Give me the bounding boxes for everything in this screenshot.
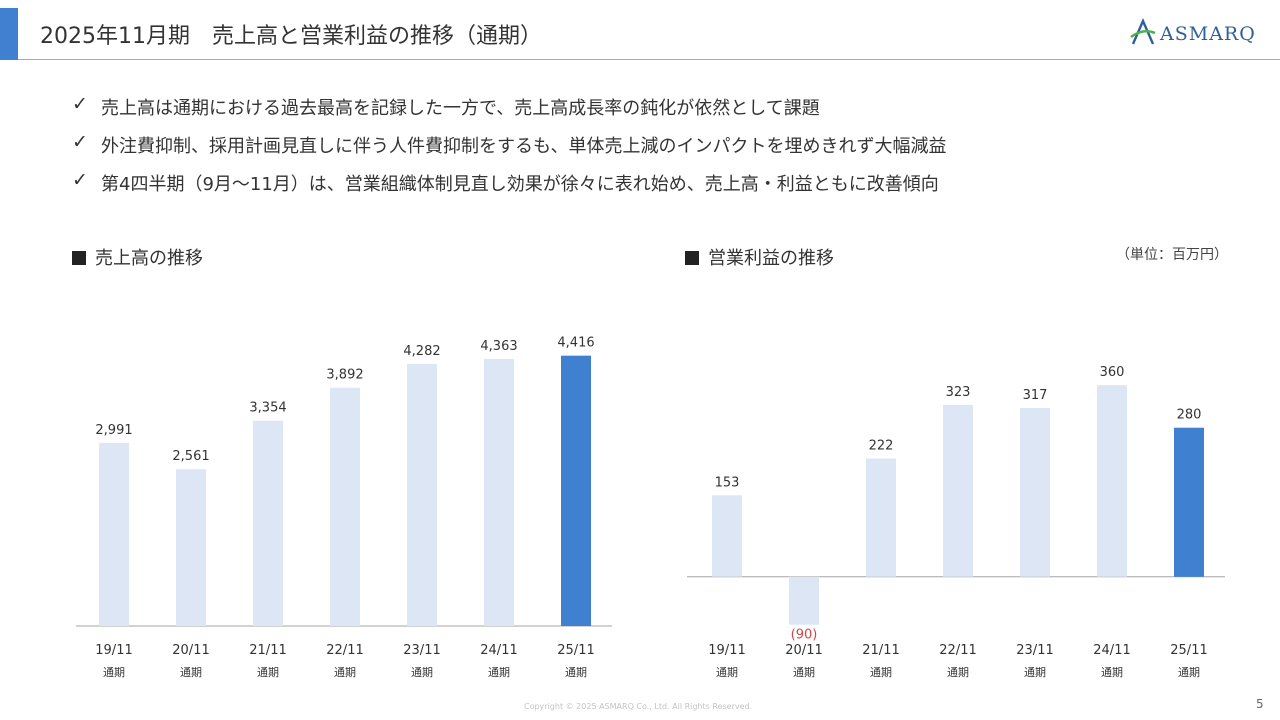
sales-bar-chart: 2,991 19/11 通期 2,561 20/11 通期 3,354 21/11 通期 3,89… xyxy=(76,336,612,679)
bar-25/11 xyxy=(1174,427,1204,577)
check-icon: ✓ xyxy=(72,93,88,115)
bullet-text: 外注費抑制、採用計画見直しに伴う人件費抑制をするも、単体売上減のインパクトを埋め… xyxy=(101,136,947,157)
bar-21/11 xyxy=(253,420,283,626)
category-label-23/11: 23/11 xyxy=(403,643,440,658)
period-label-25/11: 通期 xyxy=(565,666,587,679)
company-logo: ASMARQ xyxy=(1130,18,1270,48)
period-label-21/11: 通期 xyxy=(870,666,892,679)
header-divider xyxy=(18,59,1280,60)
unit-label: （単位：百万円） xyxy=(1116,247,1228,263)
square-bullet-icon xyxy=(72,251,86,265)
sales-chart-title: 売上高の推移 xyxy=(72,244,203,270)
bullet-text: 第4四半期（9月～11月）は、営業組織体制見直し効果が徐々に表れ始め、売上高・利… xyxy=(101,174,939,195)
period-label-23/11: 通期 xyxy=(411,666,433,679)
check-icon: ✓ xyxy=(72,131,88,153)
bullet-text: 売上高は通期における過去最高を記録した一方で、売上高成長率の鈍化が依然として課題 xyxy=(101,98,820,119)
data-label-24/11: 4,363 xyxy=(480,339,517,354)
period-label-20/11: 通期 xyxy=(793,666,815,679)
bar-22/11 xyxy=(330,387,360,626)
bar-23/11 xyxy=(1020,408,1050,577)
category-label-20/11: 20/11 xyxy=(785,643,822,658)
copyright-text: Copyright © 2025 ASMARQ Co., Ltd. All Ri… xyxy=(524,702,753,711)
period-label-24/11: 通期 xyxy=(488,666,510,679)
period-label-24/11: 通期 xyxy=(1101,666,1123,679)
data-label-25/11: 280 xyxy=(1177,408,1202,423)
category-label-25/11: 25/11 xyxy=(557,643,594,658)
data-label-19/11: 153 xyxy=(715,475,740,490)
header-accent-bar xyxy=(0,8,18,60)
period-label-25/11: 通期 xyxy=(1178,666,1200,679)
data-label-23/11: 4,282 xyxy=(403,344,440,359)
category-label-22/11: 22/11 xyxy=(326,643,363,658)
data-label-21/11: 222 xyxy=(869,439,894,454)
period-label-22/11: 通期 xyxy=(334,666,356,679)
sales-chart-title-text: 売上高の推移 xyxy=(95,248,203,269)
data-label-23/11: 317 xyxy=(1023,388,1048,403)
bar-23/11 xyxy=(407,363,437,626)
slide-header: 2025年11月期 売上高と営業利益の推移（通期） ASMARQ xyxy=(0,0,1280,62)
category-label-22/11: 22/11 xyxy=(939,643,976,658)
data-label-21/11: 3,354 xyxy=(249,401,286,416)
category-label-25/11: 25/11 xyxy=(1170,643,1207,658)
bar-24/11 xyxy=(1097,385,1127,577)
square-bullet-icon xyxy=(685,251,699,265)
data-label-22/11: 3,892 xyxy=(326,368,363,383)
category-label-21/11: 21/11 xyxy=(862,643,899,658)
period-label-19/11: 通期 xyxy=(103,666,125,679)
profit-chart-title-text: 営業利益の推移 xyxy=(708,248,834,269)
bar-19/11 xyxy=(712,495,742,577)
period-label-22/11: 通期 xyxy=(947,666,969,679)
bar-19/11 xyxy=(99,442,129,626)
period-label-23/11: 通期 xyxy=(1024,666,1046,679)
category-label-24/11: 24/11 xyxy=(1093,643,1130,658)
bar-24/11 xyxy=(484,358,514,626)
slide-title: 2025年11月期 売上高と営業利益の推移（通期） xyxy=(40,24,542,49)
category-label-19/11: 19/11 xyxy=(95,643,132,658)
page-number: 5 xyxy=(1256,697,1264,711)
period-label-21/11: 通期 xyxy=(257,666,279,679)
logo-mark-icon xyxy=(1130,18,1156,45)
period-label-19/11: 通期 xyxy=(716,666,738,679)
bar-20/11 xyxy=(176,469,206,626)
data-label-19/11: 2,991 xyxy=(95,423,132,438)
period-label-20/11: 通期 xyxy=(180,666,202,679)
profit-bar-chart: 153 19/11 通期 (90)20/11 通期 222 21/11 通期 323 22/11 通… xyxy=(687,365,1225,679)
category-label-24/11: 24/11 xyxy=(480,643,517,658)
profit-chart-title: 営業利益の推移 xyxy=(685,244,834,270)
bar-21/11 xyxy=(866,458,896,577)
category-label-20/11: 20/11 xyxy=(172,643,209,658)
category-label-21/11: 21/11 xyxy=(249,643,286,658)
category-label-19/11: 19/11 xyxy=(708,643,745,658)
bar-22/11 xyxy=(943,404,973,577)
check-icon: ✓ xyxy=(72,169,88,191)
data-label-24/11: 360 xyxy=(1100,365,1125,380)
data-label-20/11: (90) xyxy=(791,628,818,643)
data-label-25/11: 4,416 xyxy=(557,336,594,351)
bar-25/11 xyxy=(561,355,591,626)
category-label-23/11: 23/11 xyxy=(1016,643,1053,658)
data-label-20/11: 2,561 xyxy=(172,449,209,464)
bar-20/11 xyxy=(789,576,819,625)
data-label-22/11: 323 xyxy=(946,385,971,400)
logo-text: ASMARQ xyxy=(1160,23,1256,45)
